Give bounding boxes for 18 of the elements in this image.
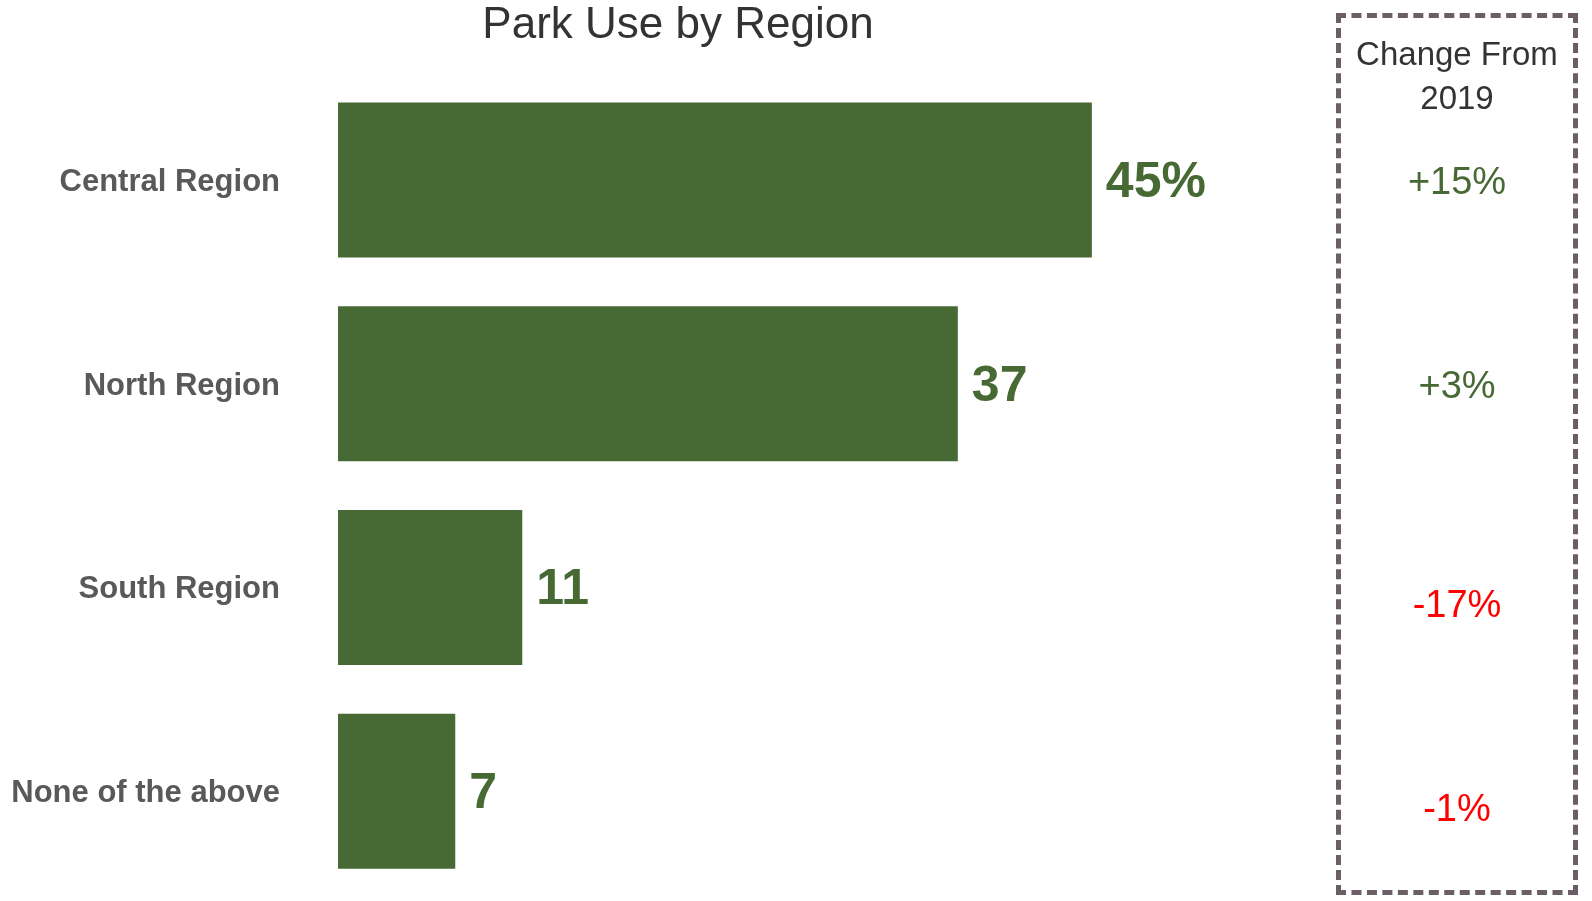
bar — [338, 306, 958, 462]
text: Change From 2019 — [1355, 34, 1559, 118]
y-tick-label: Central Region — [59, 162, 280, 198]
text: -1% — [1422, 787, 1492, 830]
data-label: 45% — [1105, 151, 1206, 208]
bar — [338, 713, 456, 869]
chart-title: Park Use by Region — [481, 0, 875, 48]
text: +3% — [1417, 364, 1497, 407]
data-label: 7 — [469, 763, 498, 820]
y-tick-label: South Region — [78, 570, 280, 606]
data-label: 37 — [971, 355, 1028, 412]
data-label: 11 — [536, 559, 590, 616]
y-tick-label: None of the above — [11, 774, 280, 810]
text: +15% — [1406, 160, 1508, 203]
bar — [338, 509, 523, 665]
bar — [338, 102, 1092, 258]
text: -17% — [1411, 583, 1503, 626]
y-tick-label: North Region — [83, 366, 280, 402]
